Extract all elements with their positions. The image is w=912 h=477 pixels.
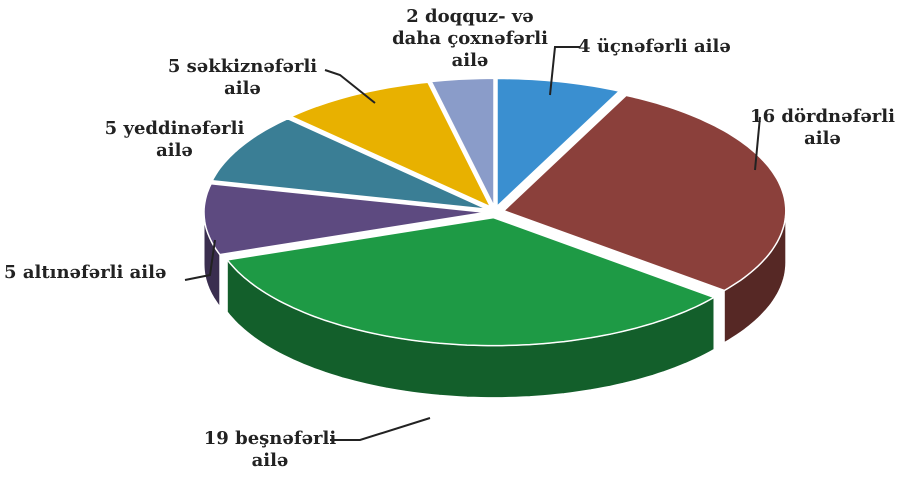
label: 16 dördnəfərli ailə: [750, 106, 895, 149]
label: 2 doqquz- və daha çoxnəfərli ailə: [392, 6, 548, 71]
slice: [502, 94, 787, 292]
leader: [324, 69, 376, 104]
leader: [549, 46, 580, 96]
slice: [430, 77, 495, 207]
label: 5 səkkiznəfərli ailə: [167, 56, 318, 99]
label: 19 beşnəfərli ailə: [203, 428, 337, 471]
label: 5 altınəfərli ailə: [4, 262, 167, 283]
label: 5 yeddinəfərli ailə: [104, 118, 245, 161]
slice: [496, 77, 621, 209]
leader: [330, 417, 431, 441]
slice: [211, 117, 488, 210]
label: 4 üçnəfərli ailə: [578, 36, 731, 57]
leader: [754, 116, 761, 171]
slice: [289, 81, 493, 209]
leaders: [184, 46, 761, 441]
leader: [184, 239, 216, 281]
slice: [225, 216, 716, 347]
slice-tops: [203, 77, 787, 347]
